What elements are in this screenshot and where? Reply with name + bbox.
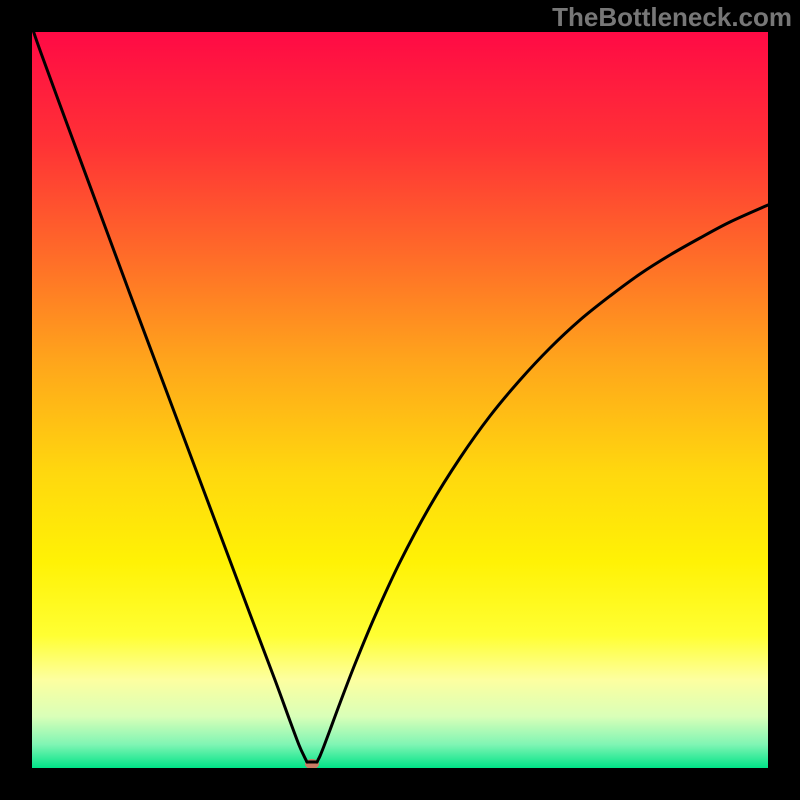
chart-container: TheBottleneck.com — [0, 0, 800, 800]
gradient-background — [32, 32, 768, 768]
bottleneck-chart — [0, 0, 800, 800]
watermark-text: TheBottleneck.com — [552, 2, 792, 33]
